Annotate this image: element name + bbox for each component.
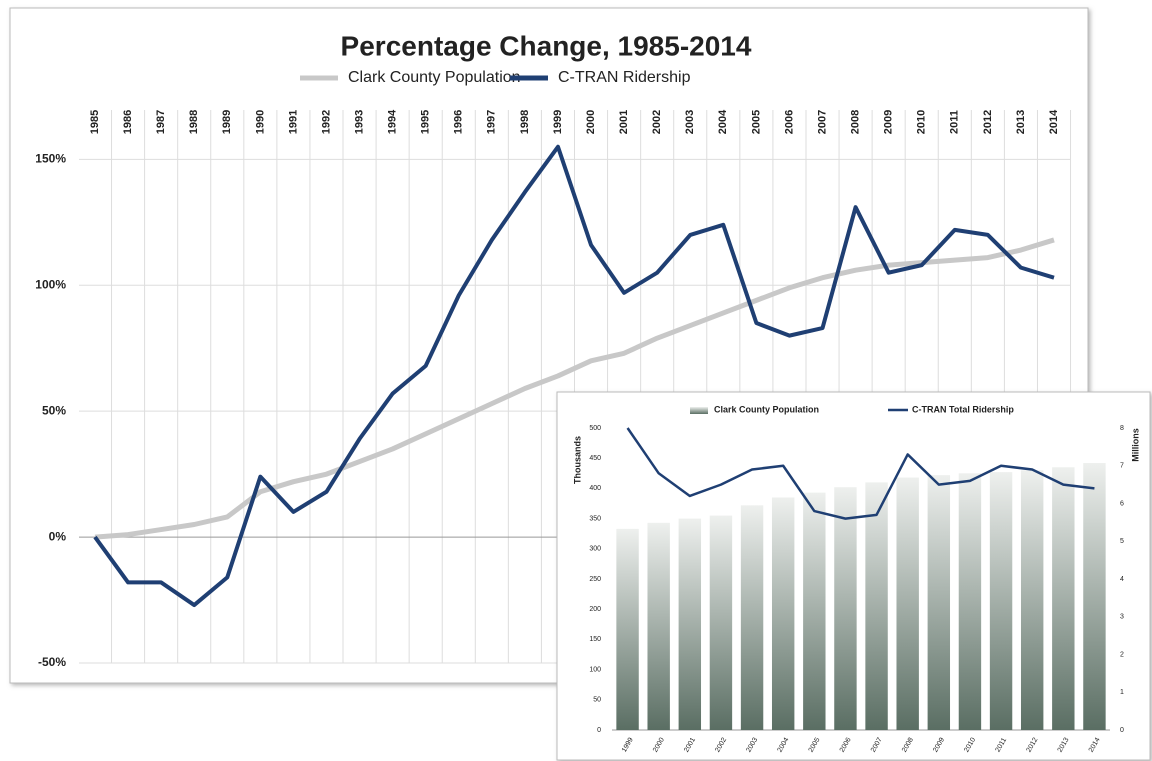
- bar: [1052, 467, 1075, 730]
- y-tick-label: 300: [589, 546, 601, 553]
- y-tick-label: 50: [593, 697, 601, 704]
- bar: [865, 482, 888, 730]
- x-tick-label: 1991: [287, 110, 299, 134]
- y-axis-label: Thousands: [572, 436, 582, 484]
- y-tick-label: 200: [589, 606, 601, 613]
- x-tick-label: 2010: [916, 110, 928, 134]
- y2-tick-label: 5: [1120, 538, 1124, 545]
- y2-tick-label: 8: [1120, 425, 1124, 432]
- bar: [1020, 470, 1044, 730]
- x-tick-label: 2004: [717, 109, 729, 134]
- x-tick-label: 2014: [1048, 109, 1060, 134]
- x-tick-label: 2005: [750, 110, 762, 134]
- x-tick-label: 2009: [883, 110, 895, 134]
- y2-tick-label: 6: [1120, 500, 1124, 507]
- y-tick-label: 500: [589, 425, 601, 432]
- y-tick-label: -50%: [38, 655, 66, 669]
- x-tick-label: 2007: [816, 110, 828, 134]
- y2-tick-label: 1: [1120, 689, 1124, 696]
- x-tick-label: 2001: [618, 110, 630, 134]
- y2-tick-label: 0: [1120, 727, 1124, 734]
- legend-label: C-TRAN Ridership: [558, 69, 691, 86]
- x-tick-label: 1986: [122, 110, 134, 134]
- legend-swatch: [690, 407, 708, 414]
- y-tick-label: 150%: [35, 152, 66, 166]
- y-tick-label: 50%: [42, 403, 66, 417]
- x-tick-label: 1999: [552, 110, 564, 134]
- bar: [927, 475, 951, 730]
- bar: [989, 472, 1013, 730]
- x-tick-label: 2003: [684, 110, 696, 134]
- y-tick-label: 450: [589, 455, 601, 462]
- x-tick-label: 2006: [783, 110, 795, 134]
- bar: [834, 487, 857, 730]
- x-tick-label: 1988: [188, 110, 200, 134]
- x-tick-label: 1990: [254, 110, 266, 134]
- y-tick-label: 100%: [35, 277, 66, 291]
- x-tick-label: 2000: [585, 110, 597, 134]
- bar: [740, 505, 764, 730]
- y-tick-label: 400: [589, 485, 601, 492]
- main-chart: Percentage Change, 1985-2014 1985 1986 1987…: [35, 30, 1072, 669]
- x-tick-label: 2012: [982, 110, 994, 134]
- y-tick-label: 100: [589, 666, 601, 673]
- x-tick-label: 1996: [453, 110, 465, 134]
- y-tick-label: 150: [589, 636, 601, 643]
- chart-title: Percentage Change, 1985-2014: [341, 30, 752, 61]
- x-tick-label: 1997: [486, 110, 498, 134]
- bar: [803, 492, 826, 730]
- bar: [616, 528, 639, 730]
- y-tick-label: 0: [597, 727, 601, 734]
- bar: [896, 477, 919, 730]
- x-tick-label: 1993: [353, 110, 365, 134]
- y-tick-label: 0%: [49, 529, 67, 543]
- bar: [771, 497, 795, 730]
- x-tick-label: 1987: [155, 110, 167, 134]
- x-tick-label: 1998: [519, 110, 531, 134]
- series-line: [93, 144, 1055, 608]
- legend-label: Clark County Population: [714, 404, 819, 414]
- legend-label: Clark County Population: [348, 69, 521, 86]
- y2-tick-label: 7: [1120, 463, 1124, 470]
- bar: [647, 522, 670, 730]
- bar: [958, 473, 982, 730]
- bar: [1083, 463, 1106, 730]
- x-tick-label: 1995: [420, 110, 432, 134]
- series-line: [626, 427, 1095, 520]
- x-tick-label: 2008: [849, 110, 861, 134]
- x-tick-label: 1985: [89, 110, 101, 134]
- y2-axis-label: Millions: [1130, 428, 1140, 462]
- x-tick-label: 1994: [387, 109, 399, 134]
- x-tick-label: 1989: [221, 110, 233, 134]
- y-tick-label: 250: [589, 576, 601, 583]
- x-tick-label: 2011: [949, 110, 961, 134]
- y2-tick-label: 2: [1120, 651, 1124, 658]
- x-tick-label: 2002: [651, 110, 663, 134]
- y2-tick-label: 3: [1120, 614, 1124, 621]
- y2-tick-label: 4: [1120, 576, 1124, 583]
- x-tick-label: 2013: [1015, 110, 1027, 134]
- legend-label: C-TRAN Total Ridership: [912, 404, 1014, 414]
- x-tick-label: 1992: [320, 110, 332, 134]
- y-tick-label: 350: [589, 515, 601, 522]
- bar: [678, 518, 702, 730]
- bar: [709, 515, 733, 730]
